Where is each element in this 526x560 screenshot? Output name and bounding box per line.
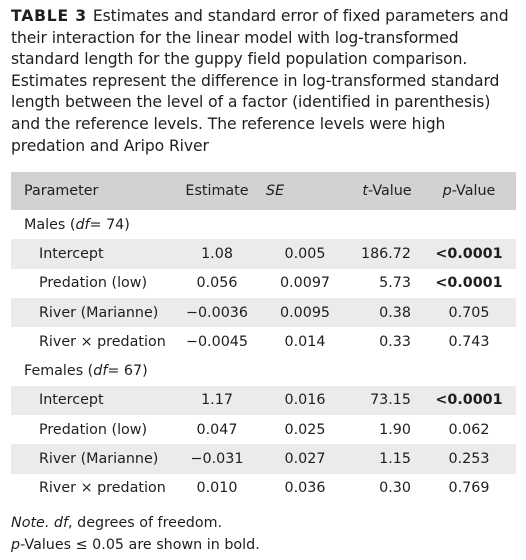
header-estimate: Estimate bbox=[185, 183, 249, 199]
header-p-rest: -Value bbox=[451, 183, 496, 199]
cell-se: 0.016 bbox=[284, 392, 326, 409]
results-table: Parameter Estimate SE t -Value p -Value Ma… bbox=[11, 172, 516, 503]
table-row: Predation (low) 0.047 0.025 1.90 0.062 bbox=[11, 415, 516, 444]
group-row: Females (df = 67) bbox=[11, 356, 516, 385]
note-line-2-italic: p bbox=[11, 537, 21, 553]
table-row: Predation (low) 0.056 0.0097 5.73 <0.0001 bbox=[11, 269, 516, 298]
cell-p-value: <0.0001 bbox=[435, 275, 503, 292]
caption-text: Estimates and standard error of fixed pa… bbox=[11, 7, 509, 155]
cell-t-value: 0.33 bbox=[379, 333, 411, 350]
header-parameter: Parameter bbox=[24, 183, 99, 199]
group-label-pre: Females ( bbox=[24, 363, 94, 380]
cell-se: 0.027 bbox=[284, 451, 326, 468]
cell-estimate: 1.17 bbox=[201, 392, 233, 409]
header-t-value: t -Value bbox=[357, 172, 417, 210]
cell-parameter: River (Marianne) bbox=[39, 451, 159, 468]
table-header-row: Parameter Estimate SE t -Value p -Value bbox=[11, 172, 516, 210]
cell-estimate: 1.08 bbox=[201, 245, 233, 262]
cell-p-value: 0.743 bbox=[448, 333, 490, 350]
header-p-value: p -Value bbox=[429, 172, 509, 210]
cell-p-value: 0.769 bbox=[448, 480, 490, 497]
cell-se: 0.0095 bbox=[279, 304, 331, 321]
note-line-1-italic: Note. df bbox=[11, 515, 69, 531]
note-line-1: Note. df, degrees of freedom. bbox=[11, 512, 260, 534]
cell-parameter: Intercept bbox=[39, 392, 104, 409]
cell-parameter: River × predation bbox=[39, 480, 166, 497]
table-row: River (Marianne) −0.0036 0.0095 0.38 0.705 bbox=[11, 297, 516, 328]
cell-parameter: Predation (low) bbox=[39, 275, 148, 292]
header-se: SE bbox=[266, 183, 285, 199]
header-t-italic: t bbox=[362, 183, 368, 199]
cell-estimate: 0.047 bbox=[196, 421, 238, 438]
cell-se: 0.025 bbox=[284, 421, 326, 438]
table-row: River × predation −0.0045 0.014 0.33 0.743 bbox=[11, 327, 516, 356]
cell-t-value: 0.30 bbox=[379, 480, 411, 497]
cell-se: 0.005 bbox=[284, 245, 326, 262]
cell-p-value: 0.253 bbox=[448, 451, 490, 468]
header-p-italic: p bbox=[442, 183, 452, 199]
group-row: Males (df = 74) bbox=[11, 210, 516, 239]
cell-se: 0.0097 bbox=[279, 275, 331, 292]
table-row: River × predation 0.010 0.036 0.30 0.769 bbox=[11, 474, 516, 503]
cell-estimate: −0.0045 bbox=[185, 333, 248, 350]
group-label-pre: Males ( bbox=[24, 216, 76, 233]
table-row: Intercept 1.17 0.016 73.15 <0.0001 bbox=[11, 385, 516, 416]
cell-se: 0.036 bbox=[284, 480, 326, 497]
group-label-df: df bbox=[75, 216, 90, 233]
cell-t-value: 1.15 bbox=[379, 451, 411, 468]
cell-p-value: <0.0001 bbox=[435, 245, 503, 262]
note-line-2: p-Values ≤ 0.05 are shown in bold. bbox=[11, 534, 260, 556]
cell-p-value: <0.0001 bbox=[435, 392, 503, 409]
cell-estimate: 0.056 bbox=[196, 275, 238, 292]
group-label-df: df bbox=[93, 363, 108, 380]
note-line-1-text: , degrees of freedom. bbox=[68, 515, 223, 531]
cell-t-value: 186.72 bbox=[360, 245, 411, 262]
table-label: TABLE 3 bbox=[11, 7, 87, 25]
group-label: Males (df = 74) bbox=[24, 210, 130, 239]
cell-se: 0.014 bbox=[284, 333, 326, 350]
header-t-rest: -Value bbox=[368, 183, 412, 199]
cell-t-value: 0.38 bbox=[379, 304, 411, 321]
cell-parameter: River × predation bbox=[39, 333, 166, 350]
cell-parameter: Intercept bbox=[39, 245, 104, 262]
table-note: Note. df, degrees of freedom. p-Values ≤… bbox=[11, 512, 260, 556]
table-caption: TABLE 3 Estimates and standard error of f… bbox=[11, 6, 517, 157]
table-row: River (Marianne) −0.031 0.027 1.15 0.253 bbox=[11, 444, 516, 474]
group-label-post: = 74) bbox=[89, 216, 130, 233]
table-row: Intercept 1.08 0.005 186.72 <0.0001 bbox=[11, 239, 516, 269]
cell-estimate: 0.010 bbox=[196, 480, 238, 497]
cell-t-value: 1.90 bbox=[379, 421, 411, 438]
table-body: Males (df = 74) Intercept 1.08 0.005 186.72 <… bbox=[11, 210, 516, 503]
group-label-post: = 67) bbox=[107, 363, 148, 380]
cell-t-value: 73.15 bbox=[370, 392, 411, 409]
cell-estimate: −0.031 bbox=[190, 451, 244, 468]
cell-p-value: 0.062 bbox=[448, 421, 490, 438]
cell-estimate: −0.0036 bbox=[185, 304, 248, 321]
group-label: Females (df = 67) bbox=[24, 356, 148, 385]
cell-parameter: River (Marianne) bbox=[39, 304, 159, 321]
cell-t-value: 5.73 bbox=[379, 275, 411, 292]
cell-p-value: 0.705 bbox=[448, 304, 490, 321]
note-line-2-text: -Values ≤ 0.05 are shown in bold. bbox=[20, 537, 260, 553]
cell-parameter: Predation (low) bbox=[39, 421, 148, 438]
